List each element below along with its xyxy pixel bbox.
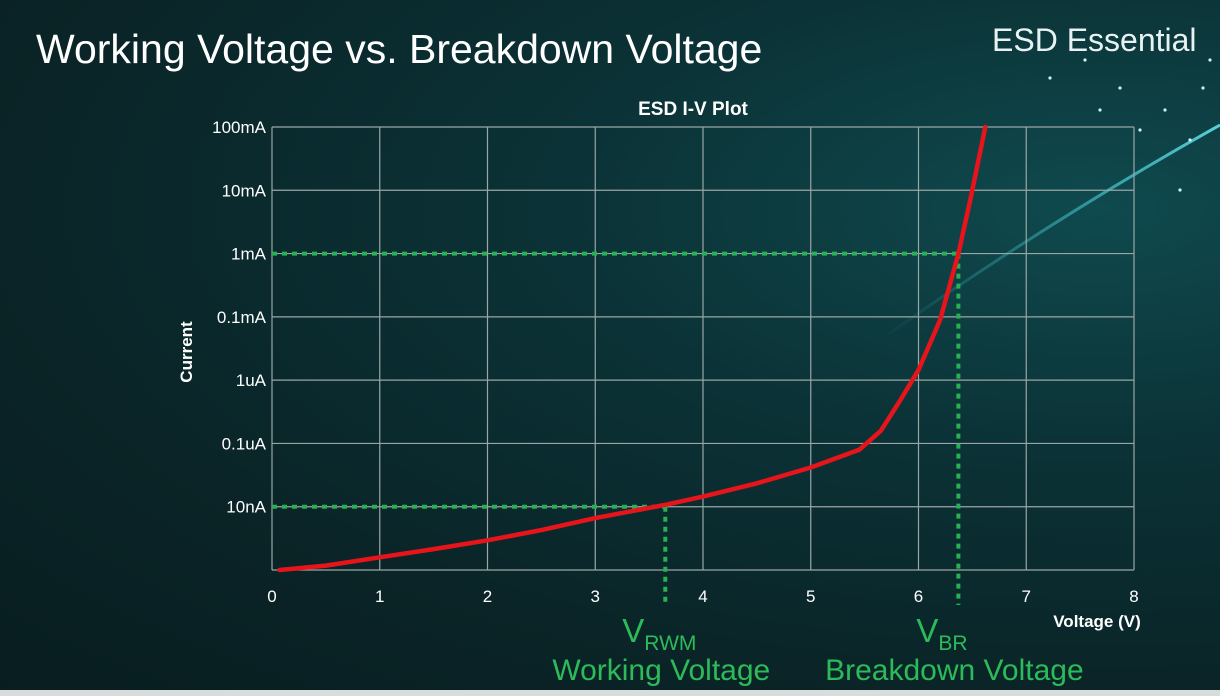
brand-logo-text: ESD Essential — [992, 22, 1197, 58]
star-dot — [1083, 58, 1087, 62]
annotation-caption: Working Voltage — [552, 654, 770, 687]
y-tick-label: 10mA — [222, 181, 267, 200]
decorative-light-streak — [879, 123, 1220, 342]
y-tick-label: 10nA — [226, 498, 266, 517]
y-tick-label: 0.1uA — [222, 434, 267, 453]
y-tick-label: 100mA — [212, 118, 267, 137]
chart-title: ESD I-V Plot — [638, 99, 748, 120]
y-axis-label: Current — [177, 321, 196, 383]
x-tick-label: 8 — [1129, 587, 1138, 606]
annotation-symbol: VBR — [916, 612, 967, 655]
x-tick-label: 4 — [698, 587, 707, 606]
x-tick-label: 1 — [375, 587, 384, 606]
star-dot — [1163, 108, 1167, 112]
bottom-bar — [0, 690, 1220, 696]
iv-curve — [277, 124, 988, 573]
star-dot — [1098, 108, 1102, 112]
x-tick-label: 6 — [914, 587, 923, 606]
slide-title: Working Voltage vs. Breakdown Voltage — [36, 26, 763, 72]
y-tick-label: 1mA — [231, 245, 267, 264]
y-tick-label: 1uA — [236, 371, 267, 390]
annotation-symbol: VRWM — [622, 612, 696, 655]
star-dot — [1138, 128, 1142, 132]
x-tick-label: 0 — [267, 587, 276, 606]
star-dot — [1048, 76, 1052, 80]
x-tick-label: 5 — [806, 587, 815, 606]
decorative-stars — [1048, 58, 1212, 192]
y-tick-label: 0.1mA — [217, 308, 267, 327]
x-tick-label: 3 — [591, 587, 600, 606]
x-axis-label: Voltage (V) — [1053, 612, 1141, 631]
star-dot — [1118, 86, 1122, 90]
x-tick-label: 2 — [483, 587, 492, 606]
star-dot — [1201, 86, 1205, 90]
star-dot — [1178, 188, 1182, 192]
x-tick-label: 7 — [1022, 587, 1031, 606]
annotation-caption: Breakdown Voltage — [825, 654, 1084, 687]
star-dot — [1208, 58, 1212, 62]
star-dot — [1188, 138, 1192, 142]
